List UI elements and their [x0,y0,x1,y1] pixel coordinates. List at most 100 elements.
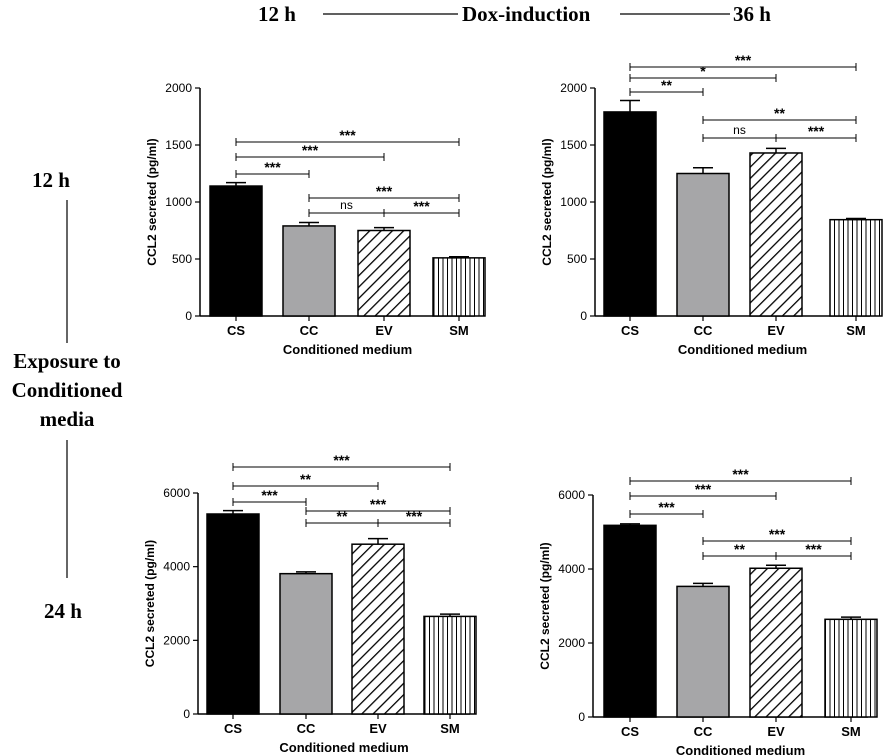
x-tick-label: CS [621,323,639,338]
bar-sm [432,257,486,317]
y-tick-label: 2000 [165,81,192,95]
x-tick-label: CS [227,323,245,338]
significance-bracket: ** [702,541,777,560]
header-middle-label: Dox-induction [462,2,591,26]
y-tick-label: 2000 [163,633,190,647]
y-tick-label: 1500 [165,138,192,152]
x-tick-label: CC [297,721,316,736]
significance-bracket: *** [235,159,310,178]
significance-bracket: *** [377,508,451,527]
y-tick-label: 4000 [163,560,190,574]
bar-cc [282,225,336,317]
significance-bracket: *** [629,52,857,71]
y-axis-label: CCL2 secreted (pg/ml) [143,540,157,667]
x-axis-label: Conditioned medium [676,743,805,756]
significance-bracket: *** [629,481,777,500]
x-axis-label: Conditioned medium [678,342,807,357]
bar-ev [749,567,803,718]
significance-bracket: *** [308,183,460,202]
significance-bracket: *** [235,127,460,146]
x-tick-label: SM [449,323,469,338]
significance-label: ** [300,471,311,487]
y-axis-label: CCL2 secreted (pg/ml) [145,138,159,265]
chart-panels: 0 500 1000 1500 2000 CCL2 secreted (pg/ml) CS C… [143,52,883,756]
bar-cs [209,185,263,317]
significance-label: ** [734,541,745,557]
x-tick-label: SM [841,724,861,739]
x-tick-label: CC [694,323,713,338]
significance-bracket: *** [629,499,704,518]
y-tick-label: 0 [183,707,190,721]
header-start-label: 12 h [258,2,296,26]
side-exposure-line-1: Exposure to [13,349,121,373]
significance-bracket: * [629,63,777,82]
x-tick-label: CS [621,724,639,739]
side-bottom-label: 24 h [44,599,82,623]
bar-ev [357,229,411,317]
header-end-label: 36 h [733,2,771,26]
x-tick-label: CS [224,721,242,736]
bar-cc [279,572,333,715]
bar-ev [351,543,405,715]
significance-bracket: *** [232,452,451,471]
y-tick-label: 1000 [165,195,192,209]
x-tick-label: EV [767,724,785,739]
significance-label: *** [370,496,387,512]
y-tick-label: 2000 [558,636,585,650]
significance-label: *** [732,466,749,482]
significance-bracket: ** [629,77,704,96]
significance-bracket: *** [235,142,385,161]
bar-sm [829,218,883,317]
side-top-label: 12 h [32,168,70,192]
y-tick-label: 2000 [560,81,587,95]
significance-label: *** [735,52,752,68]
significance-bracket: *** [383,198,460,217]
y-tick-label: 500 [172,252,192,266]
bar-cc [676,585,730,718]
significance-label: *** [808,123,825,139]
significance-bracket: *** [629,466,852,485]
y-tick-label: 6000 [558,488,585,502]
significance-label: ** [337,508,348,524]
significance-bracket: *** [232,487,307,506]
bar-cs [603,111,657,317]
bar-ev [749,152,803,317]
significance-label: ** [774,105,785,121]
significance-label: *** [264,159,281,175]
significance-bracket: ** [702,105,857,124]
significance-bracket: *** [702,526,852,545]
chart-panel-bottom-left: 0 2000 4000 6000 CCL2 secreted (pg/ml) CS CC EV… [143,452,477,755]
significance-bracket: *** [775,541,852,560]
x-tick-label: EV [375,323,393,338]
y-tick-label: 6000 [163,486,190,500]
x-tick-label: SM [440,721,460,736]
chart-panel-top-left: 0 500 1000 1500 2000 CCL2 secreted (pg/ml) CS C… [145,81,486,357]
chart-panel-bottom-right: 0 2000 4000 6000 CCL2 secreted (pg/ml) CS CC EV… [538,466,878,756]
y-tick-label: 1500 [560,138,587,152]
significance-bracket: ns [308,198,385,217]
significance-bracket: ** [232,471,379,490]
x-tick-label: CC [694,724,713,739]
bar-cs [603,524,657,718]
side-exposure-line-2: Conditioned [12,378,123,402]
y-tick-label: 1000 [560,195,587,209]
y-tick-label: 500 [567,252,587,266]
y-tick-label: 4000 [558,562,585,576]
y-tick-label: 0 [185,309,192,323]
y-axis-label: CCL2 secreted (pg/ml) [540,138,554,265]
significance-label: *** [333,452,350,468]
significance-label: *** [695,481,712,497]
x-tick-label: SM [846,323,866,338]
chart-panel-top-right: 0 500 1000 1500 2000 CCL2 secreted (pg/ml) CS C… [540,52,883,357]
x-tick-label: EV [767,323,785,338]
y-tick-label: 0 [580,309,587,323]
y-axis-label: CCL2 secreted (pg/ml) [538,542,552,669]
significance-label: ** [661,77,672,93]
bar-cs [206,513,260,715]
bar-sm [824,618,878,718]
x-tick-label: EV [369,721,387,736]
significance-bracket: ns [702,123,777,142]
x-axis-label: Conditioned medium [279,740,408,755]
bar-cc [676,172,730,317]
